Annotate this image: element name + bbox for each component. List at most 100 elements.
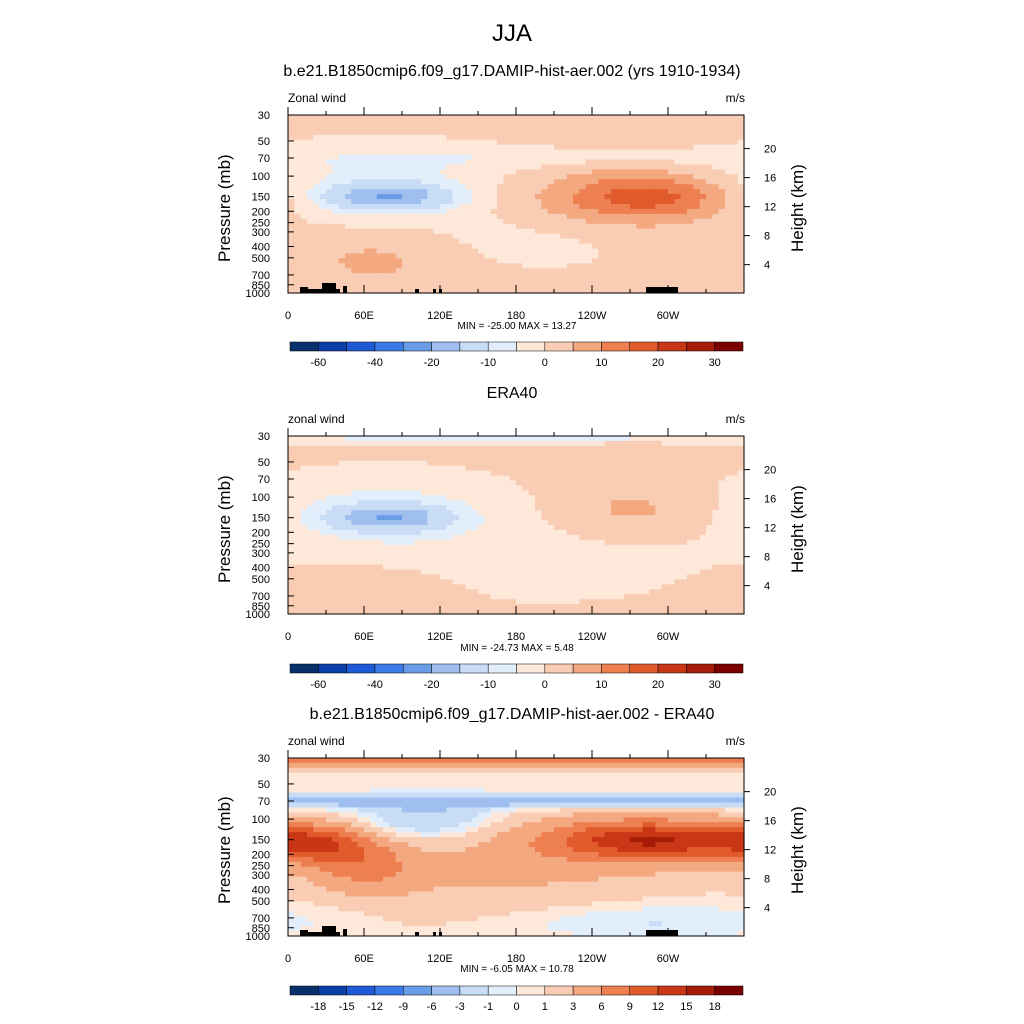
field-cell — [446, 115, 454, 121]
field-cell — [674, 539, 682, 546]
field-cell — [326, 129, 333, 136]
field-cell — [731, 440, 739, 447]
field-cell — [706, 460, 713, 467]
field-cell — [611, 159, 618, 166]
field-cell — [414, 505, 422, 511]
field-cell — [414, 529, 422, 536]
colorbar-swatch — [431, 341, 461, 352]
field-cell — [421, 218, 428, 225]
field-cell — [433, 525, 441, 531]
field-cell — [497, 490, 504, 496]
field-cell — [598, 115, 606, 121]
field-cell — [370, 263, 378, 269]
field-cell — [300, 485, 308, 491]
field-cell — [376, 149, 384, 156]
field-cell — [402, 470, 409, 477]
field-cell — [649, 445, 656, 452]
field-cell — [560, 169, 568, 175]
field-cell — [364, 223, 371, 230]
field-cell — [459, 436, 466, 442]
field-cell — [636, 495, 644, 501]
field-cell — [503, 169, 511, 175]
field-cell — [642, 258, 650, 264]
field-cell — [402, 485, 409, 491]
field-cell — [452, 440, 460, 447]
field-cell — [528, 124, 536, 131]
field-cell — [497, 115, 504, 121]
field-cell — [604, 569, 612, 576]
field-cell — [636, 534, 644, 541]
field-cell — [357, 490, 365, 496]
field-cell — [566, 194, 574, 200]
field-cell — [547, 258, 555, 264]
field-cell — [332, 505, 340, 511]
field-cell — [376, 510, 384, 516]
field-cell — [313, 569, 321, 576]
field-cell — [288, 436, 295, 442]
field-cell — [554, 505, 561, 511]
field-cell — [332, 544, 340, 551]
field-cell — [427, 243, 435, 250]
field-cell — [535, 529, 542, 536]
field-cell — [712, 465, 720, 472]
field-cell — [509, 208, 517, 215]
field-cell — [623, 554, 631, 561]
field-cell — [421, 213, 428, 220]
field-cell — [592, 149, 599, 156]
field-cell — [573, 174, 580, 180]
field-cell — [383, 164, 390, 170]
field-cell — [484, 199, 492, 205]
field-cell — [300, 288, 308, 294]
field-cell — [370, 134, 378, 141]
field-cell — [300, 510, 308, 516]
field-cell — [440, 564, 447, 571]
field-cell — [503, 268, 511, 274]
field-cell — [427, 569, 435, 576]
field-cell — [541, 283, 549, 289]
field-cell — [338, 208, 346, 215]
field-cell — [522, 529, 530, 536]
field-cell — [345, 119, 352, 126]
field-cell — [579, 238, 587, 245]
field-cell — [655, 199, 663, 205]
field-cell — [522, 223, 530, 230]
field-cell — [592, 470, 599, 477]
field-cell — [338, 174, 346, 180]
field-cell — [573, 460, 580, 467]
field-cell — [478, 564, 485, 571]
field-cell — [389, 470, 397, 477]
field-cell — [522, 144, 530, 151]
field-cell — [307, 460, 314, 467]
field-cell — [383, 490, 390, 496]
field-cell — [345, 243, 352, 250]
field-cell — [332, 184, 340, 190]
field-cell — [414, 223, 422, 230]
field-cell — [731, 233, 739, 240]
field-cell — [573, 159, 580, 166]
field-cell — [554, 544, 561, 551]
field-cell — [579, 539, 587, 546]
field-cell — [383, 539, 390, 546]
field-cell — [383, 248, 390, 255]
field-cell — [693, 579, 701, 585]
field-cell — [706, 480, 713, 487]
field-cell — [446, 584, 454, 590]
field-cell — [509, 500, 517, 506]
field-cell — [541, 174, 549, 180]
field-cell — [573, 480, 580, 487]
field-cell — [516, 529, 523, 536]
field-cell — [414, 144, 422, 151]
field-cell — [294, 539, 302, 546]
field-cell — [497, 564, 504, 571]
field-cell — [680, 534, 688, 541]
field-cell — [611, 569, 618, 576]
field-cell — [674, 485, 682, 491]
field-cell — [503, 544, 511, 551]
field-cell — [484, 485, 492, 491]
field-cell — [300, 159, 308, 166]
field-cell — [503, 243, 511, 250]
field-cell — [364, 263, 371, 269]
field-cell — [522, 134, 530, 141]
field-cell — [712, 515, 720, 521]
field-cell — [497, 534, 504, 541]
